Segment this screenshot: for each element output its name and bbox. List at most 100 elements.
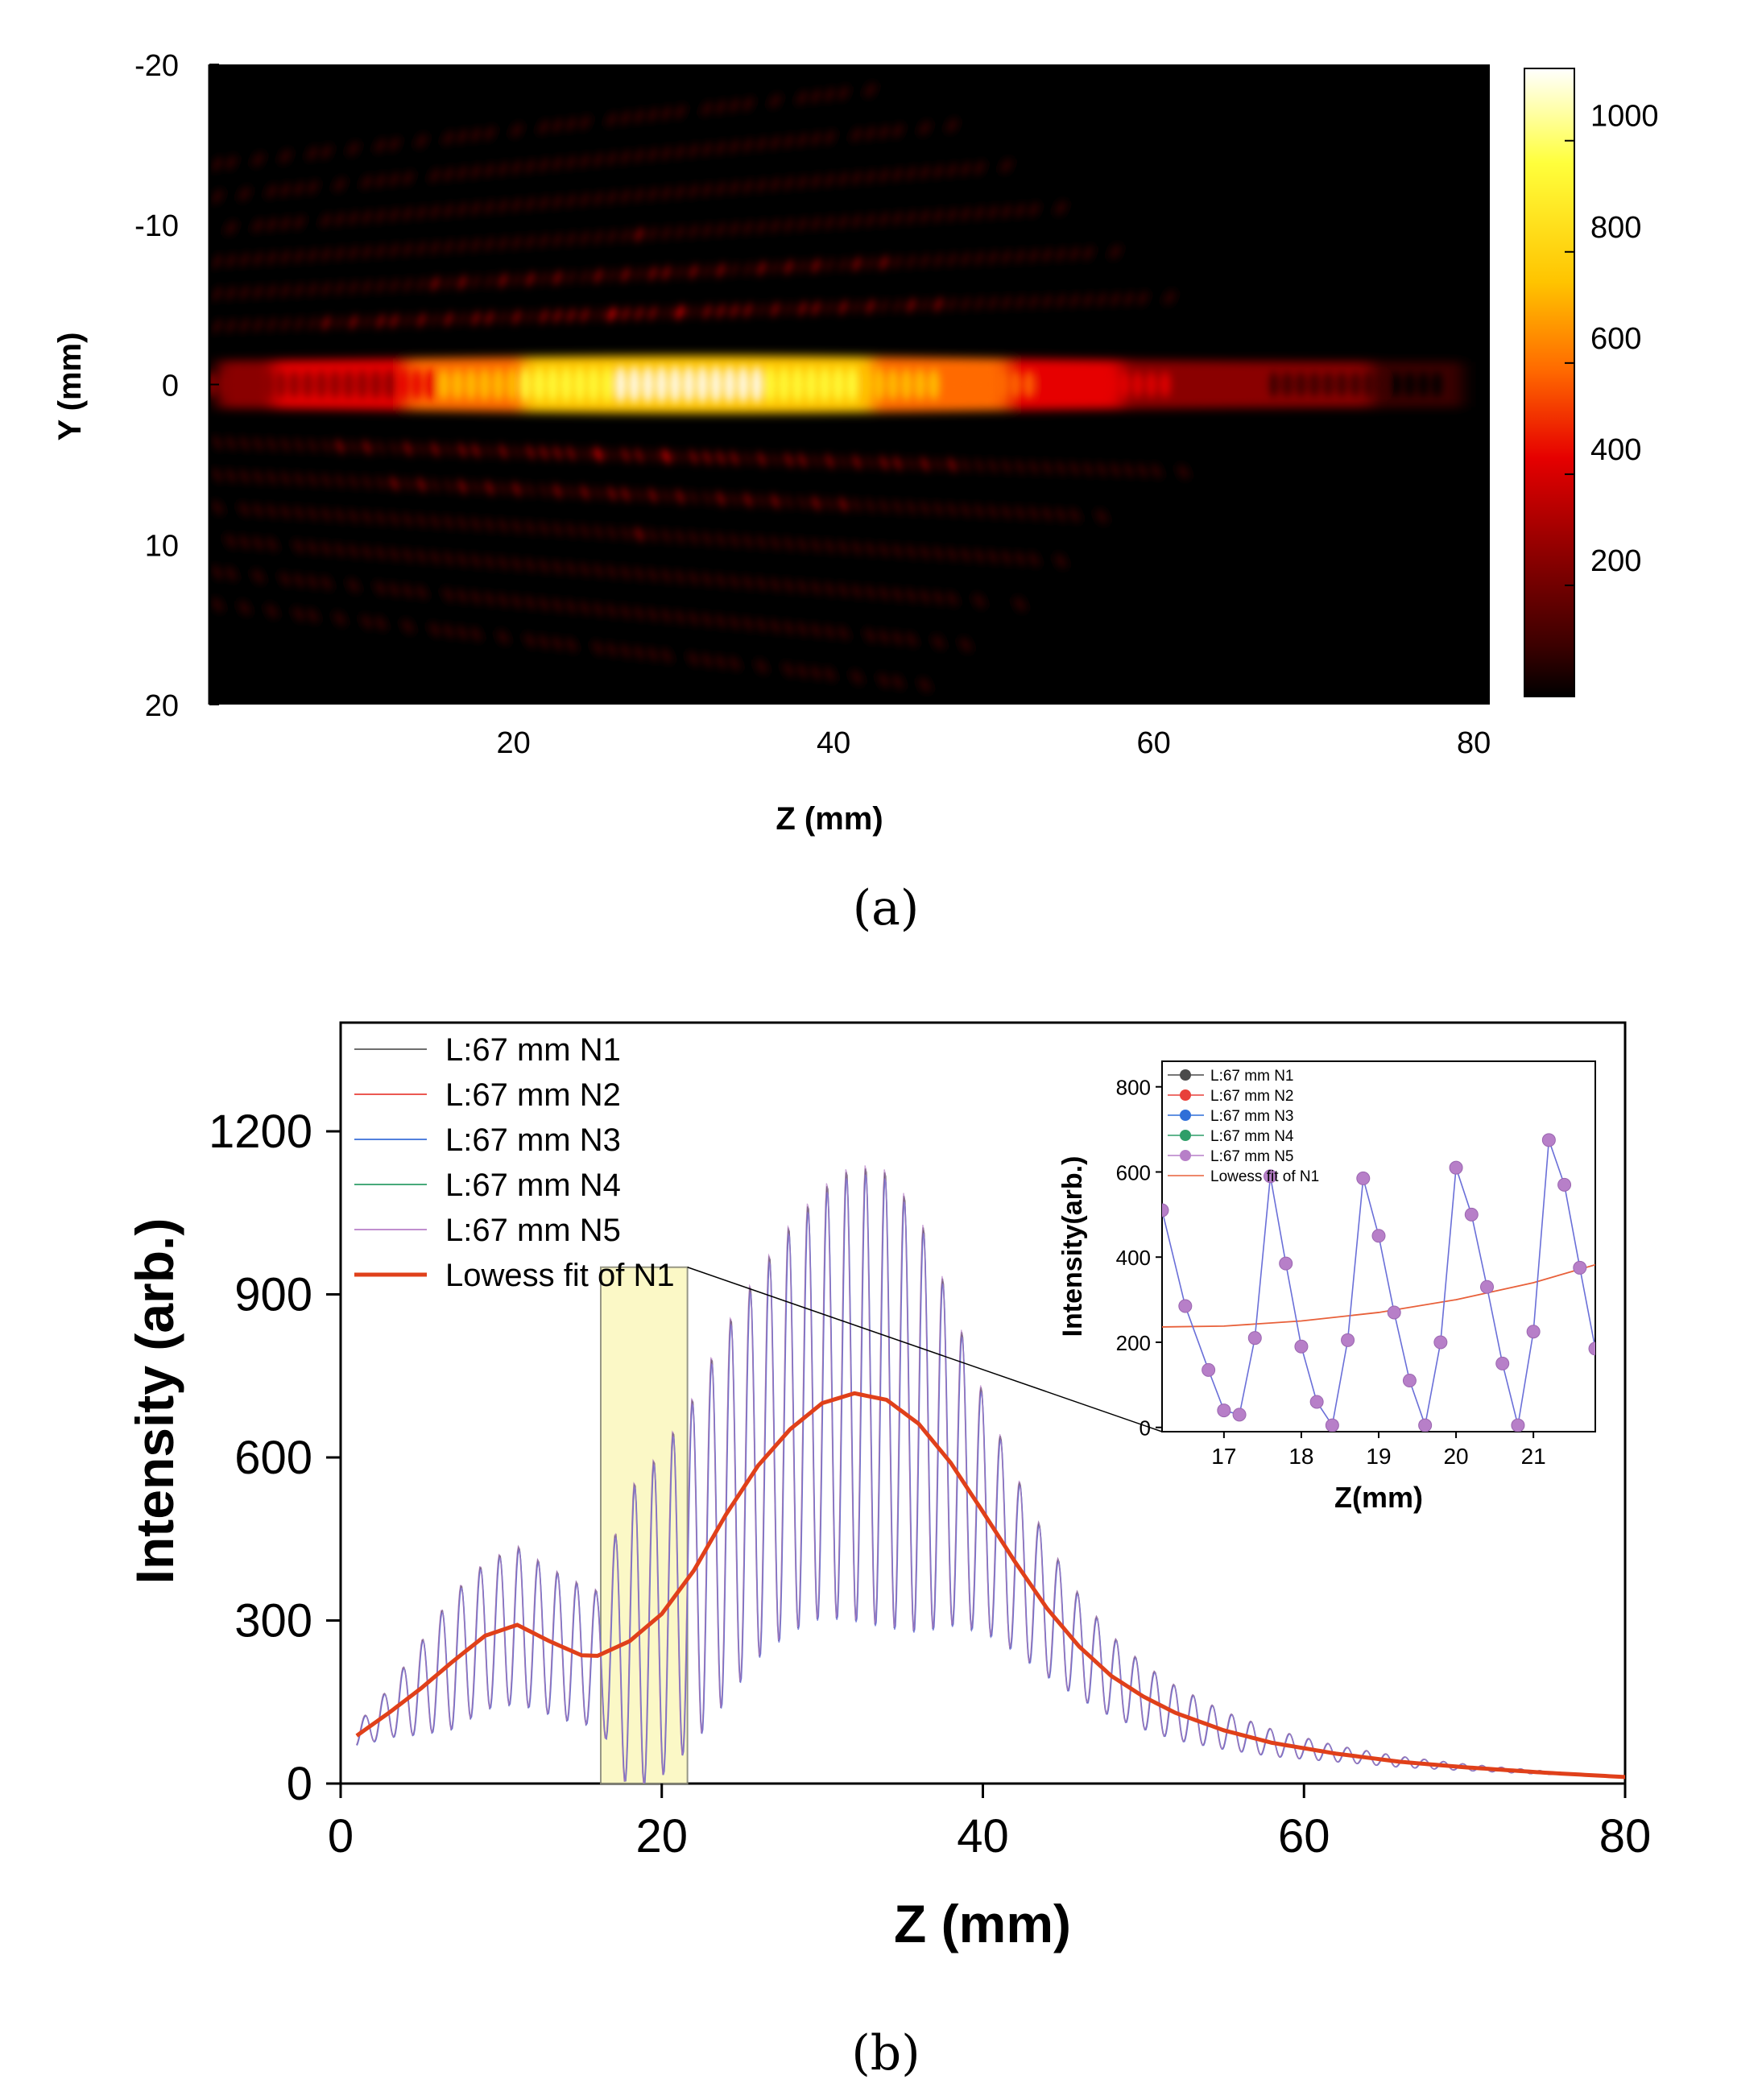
- side-lobe-fringe: [852, 256, 862, 271]
- side-lobe-fringe: [1138, 463, 1148, 478]
- side-lobe-fringe: [689, 610, 698, 626]
- side-lobe-fringe: [797, 579, 807, 595]
- side-lobe-fringe: [308, 180, 317, 195]
- beam-fringe: [887, 367, 898, 402]
- side-lobe-fringe: [825, 667, 834, 682]
- side-lobe-fringe: [280, 316, 290, 332]
- side-lobe-fringe: [702, 142, 712, 157]
- side-lobe-fringe: [1083, 198, 1093, 214]
- inset-point: [1480, 1279, 1494, 1294]
- side-lobe-fringe: [607, 564, 617, 580]
- side-lobe-fringe: [716, 262, 726, 278]
- side-lobe-fringe: [362, 440, 372, 455]
- side-lobe-fringe: [213, 286, 222, 302]
- line-x-ticks: 0 20 40 60 80: [328, 1784, 1651, 1862]
- side-lobe-fringe: [430, 441, 440, 457]
- side-lobe-fringe: [825, 215, 834, 230]
- side-lobe-fringe: [811, 173, 821, 189]
- side-lobe-fringe: [825, 87, 834, 102]
- side-lobe-fringe: [852, 84, 862, 100]
- side-lobe-fringe: [974, 115, 984, 130]
- series-n5-line: [355, 1165, 1624, 1784]
- side-lobe-fringe: [471, 589, 481, 606]
- heatmap-x-tick-label: 20: [496, 726, 530, 760]
- inset-y-tick-label: 200: [1116, 1331, 1151, 1355]
- side-lobe-fringe: [716, 450, 726, 465]
- side-lobe-fringe: [811, 495, 821, 511]
- side-lobe-fringe: [1056, 646, 1065, 662]
- side-lobe-fringe: [539, 558, 548, 574]
- side-lobe-fringe: [988, 295, 998, 311]
- side-lobe-fringe: [498, 518, 508, 534]
- side-lobe-fringe: [906, 588, 916, 603]
- beam-fringe: [751, 365, 762, 404]
- side-lobe-fringe: [389, 207, 399, 222]
- side-lobe-fringe: [580, 153, 589, 169]
- side-lobe-fringe: [539, 119, 548, 135]
- side-lobe-fringe: [485, 554, 494, 569]
- side-lobe-fringe: [1164, 464, 1175, 479]
- side-lobe-fringe: [771, 577, 780, 593]
- side-lobe-fringe: [566, 116, 576, 132]
- side-lobe-fringe: [635, 227, 644, 242]
- side-lobe-fringe: [1138, 291, 1148, 306]
- side-lobe-fringe: [389, 136, 399, 152]
- side-lobe-fringe: [675, 104, 685, 119]
- side-lobe-fringe: [811, 665, 821, 680]
- side-lobe-fringe: [552, 445, 562, 461]
- beam-fringe: [1010, 370, 1020, 399]
- side-lobe-fringe: [906, 77, 916, 93]
- side-lobe-fringe: [689, 651, 698, 667]
- side-lobe-fringe: [1083, 292, 1093, 308]
- side-lobe-fringe: [254, 218, 263, 234]
- side-lobe-fringe: [811, 538, 821, 553]
- beam-fringe: [629, 365, 639, 404]
- beam-fringe: [1065, 370, 1075, 399]
- side-lobe-fringe: [988, 458, 998, 474]
- side-lobe-fringe: [702, 652, 712, 668]
- line-y-tick-label: 1200: [209, 1106, 312, 1158]
- side-lobe-fringe: [376, 511, 386, 526]
- line-x-label: Z (mm): [894, 1894, 1071, 1953]
- beam-fringe: [970, 369, 980, 400]
- side-lobe-fringe: [784, 134, 794, 149]
- side-lobe-fringe: [403, 583, 413, 599]
- side-lobe-fringe: [1056, 506, 1065, 523]
- side-lobe-fringe: [689, 263, 698, 279]
- side-lobe-fringe: [376, 545, 386, 561]
- beam-fringe: [1350, 371, 1361, 398]
- side-lobe-fringe: [852, 626, 862, 642]
- side-lobe-fringe: [879, 211, 889, 227]
- side-lobe-fringe: [1138, 147, 1148, 163]
- side-lobe-fringe: [525, 595, 536, 610]
- side-lobe-fringe: [743, 616, 753, 631]
- side-lobe-fringe: [389, 476, 399, 491]
- side-lobe-fringe: [933, 679, 943, 694]
- beam-fringe: [820, 366, 830, 403]
- side-lobe-fringe: [621, 565, 631, 581]
- side-lobe-fringe: [580, 446, 589, 461]
- side-lobe-fringe: [280, 216, 290, 231]
- beam-fringe: [534, 366, 544, 403]
- side-lobe-fringe: [512, 519, 522, 535]
- side-lobe-fringe: [430, 204, 440, 219]
- side-lobe-fringe: [1274, 467, 1284, 482]
- side-lobe-fringe: [403, 277, 413, 292]
- side-lobe-fringe: [661, 488, 671, 504]
- side-lobe-fringe: [444, 587, 453, 602]
- side-lobe-fringe: [1124, 606, 1134, 621]
- side-lobe-fringe: [1042, 293, 1053, 309]
- side-lobe-fringe: [838, 497, 848, 512]
- side-lobe-fringe: [226, 285, 236, 301]
- side-lobe-fringe: [647, 107, 658, 122]
- side-lobe-fringe: [1069, 199, 1079, 215]
- side-lobe-fringe: [689, 102, 698, 118]
- side-lobe-fringe: [866, 455, 875, 470]
- side-lobe-fringe: [566, 484, 576, 499]
- side-lobe-fringe: [1111, 556, 1120, 573]
- side-lobe-fringe: [1247, 287, 1256, 303]
- beam-fringe: [765, 366, 776, 403]
- side-lobe-fringe: [661, 185, 671, 200]
- side-lobe-fringe: [1083, 105, 1093, 120]
- side-lobe-fringe: [879, 585, 889, 601]
